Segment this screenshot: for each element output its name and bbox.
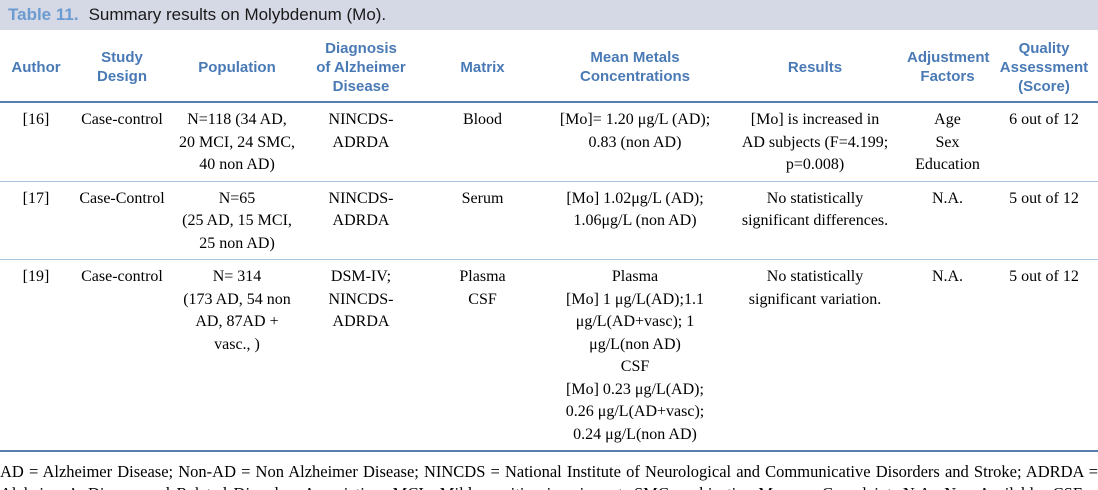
col-header-results: Results	[725, 33, 905, 103]
cell-study-design: Case-control	[72, 259, 172, 452]
table-header-row: Author Study Design Population Diagnosis…	[0, 33, 1098, 103]
col-header-diagnosis: Diagnosis of Alzheimer Disease	[302, 33, 420, 103]
cell-results: [Mo] is increased in AD subjects (F=4.19…	[725, 102, 905, 182]
cell-mean-metals: [Mo]= 1.20 μg/L (AD); 0.83 (non AD)	[545, 102, 725, 182]
cell-mean-metals: [Mo] 1.02μg/L (AD); 1.06μg/L (non AD)	[545, 181, 725, 260]
cell-adjustment: N.A.	[905, 181, 990, 260]
table-row: [19] Case-control N= 314 (173 AD, 54 non…	[0, 259, 1098, 452]
col-header-quality: Quality Assessment (Score)	[990, 33, 1098, 103]
cell-matrix: Blood	[420, 102, 545, 182]
cell-adjustment: N.A.	[905, 259, 990, 452]
cell-matrix: Serum	[420, 181, 545, 260]
cell-quality: 5 out of 12	[990, 259, 1098, 452]
cell-study-design: Case-control	[72, 102, 172, 182]
cell-study-design: Case-Control	[72, 181, 172, 260]
summary-table: Author Study Design Population Diagnosis…	[0, 33, 1098, 452]
col-header-study-design: Study Design	[72, 33, 172, 103]
cell-quality: 5 out of 12	[990, 181, 1098, 260]
cell-diagnosis: NINCDS- ADRDA	[302, 181, 420, 260]
cell-results: No statistically significant differences…	[725, 181, 905, 260]
cell-author: [17]	[0, 181, 72, 260]
col-header-author: Author	[0, 33, 72, 103]
cell-author: [16]	[0, 102, 72, 182]
cell-results: No statistically significant variation.	[725, 259, 905, 452]
table-caption-bar: Table 11. Summary results on Molybdenum …	[0, 0, 1098, 30]
cell-population: N=118 (34 AD, 20 MCI, 24 SMC, 40 non AD)	[172, 102, 302, 182]
cell-mean-metals: Plasma [Mo] 1 μg/L(AD);1.1 μg/L(AD+vasc)…	[545, 259, 725, 452]
table-row: [17] Case-Control N=65 (25 AD, 15 MCI, 2…	[0, 181, 1098, 260]
col-header-population: Population	[172, 33, 302, 103]
cell-population: N= 314 (173 AD, 54 non AD, 87AD + vasc.,…	[172, 259, 302, 452]
col-header-mean-metals: Mean Metals Concentrations	[545, 33, 725, 103]
cell-population: N=65 (25 AD, 15 MCI, 25 non AD)	[172, 181, 302, 260]
table-footnote: AD = Alzheimer Disease; Non-AD = Non Alz…	[0, 462, 1098, 490]
cell-diagnosis: DSM-IV; NINCDS- ADRDA	[302, 259, 420, 452]
table-caption-text: Summary results on Molybdenum (Mo).	[88, 5, 387, 24]
cell-diagnosis: NINCDS- ADRDA	[302, 102, 420, 182]
table-caption-label: Table 11.	[8, 5, 79, 24]
cell-author: [19]	[0, 259, 72, 452]
col-header-matrix: Matrix	[420, 33, 545, 103]
col-header-adjustment: Adjustment Factors	[905, 33, 990, 103]
cell-adjustment: Age Sex Education	[905, 102, 990, 182]
cell-matrix: Plasma CSF	[420, 259, 545, 452]
cell-quality: 6 out of 12	[990, 102, 1098, 182]
table-row: [16] Case-control N=118 (34 AD, 20 MCI, …	[0, 102, 1098, 182]
